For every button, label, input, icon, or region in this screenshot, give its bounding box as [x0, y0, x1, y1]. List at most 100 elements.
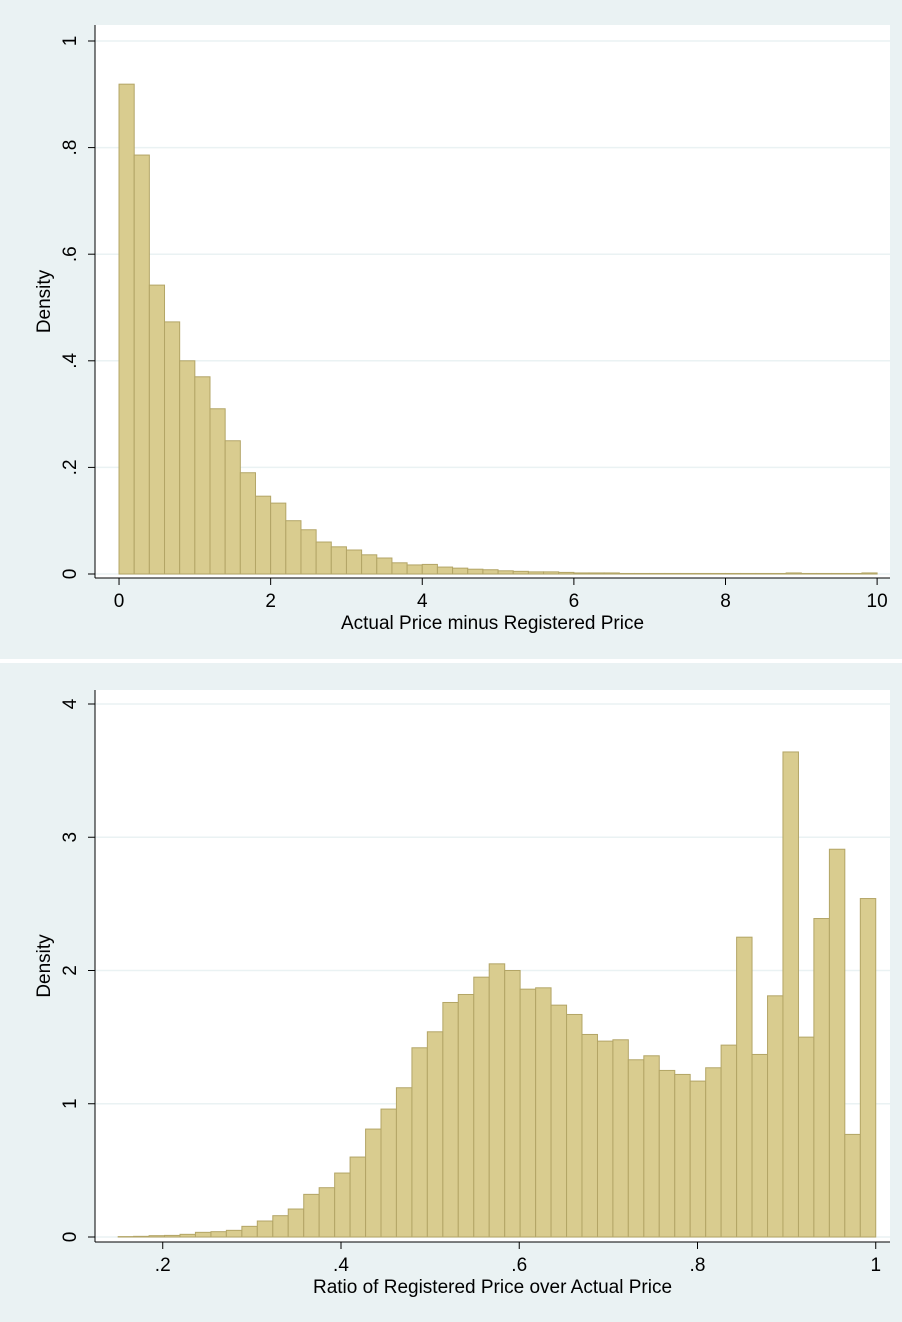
bar	[349, 1156, 367, 1238]
bar	[815, 572, 833, 575]
y-tick-label: 4	[60, 698, 81, 709]
bar	[689, 1080, 707, 1238]
bar	[365, 1128, 382, 1238]
bar	[287, 1208, 305, 1238]
bar	[767, 995, 784, 1238]
bar	[133, 1235, 150, 1238]
bar	[210, 1231, 227, 1238]
y-tick-label: 0	[60, 1232, 81, 1243]
y-axis-title: Density	[34, 934, 55, 998]
bar	[861, 572, 878, 575]
bar	[488, 963, 506, 1238]
x-tick-label: .6	[511, 1255, 527, 1276]
bar	[391, 562, 408, 575]
bar	[300, 529, 317, 575]
x-axis-title: Actual Price minus Registered Price	[341, 613, 644, 634]
bar	[649, 572, 666, 575]
bar	[406, 564, 423, 575]
bar	[467, 568, 484, 575]
y-tick-label: 2	[60, 965, 81, 976]
x-axis-title: Ratio of Registered Price over Actual Pr…	[313, 1277, 672, 1298]
y-tick-label: 3	[60, 832, 81, 843]
bar	[164, 1234, 181, 1238]
bar	[859, 898, 877, 1238]
bar	[634, 572, 651, 575]
bar	[736, 936, 753, 1238]
bar	[770, 572, 787, 575]
bar	[442, 1001, 459, 1238]
bar	[782, 751, 799, 1238]
bar	[164, 321, 181, 575]
bar	[457, 993, 475, 1238]
bar	[643, 1055, 660, 1238]
y-tick-label: .4	[60, 352, 81, 368]
bar	[694, 572, 711, 575]
bar	[452, 567, 469, 575]
bar	[724, 572, 742, 575]
bar	[361, 554, 378, 575]
x-tick-label: 10	[867, 591, 888, 612]
bar	[519, 988, 537, 1238]
x-tick-label: 4	[417, 591, 428, 612]
bar	[179, 1233, 196, 1238]
bar	[504, 969, 521, 1238]
x-tick-label: 8	[720, 591, 731, 612]
bar	[380, 1108, 397, 1238]
bar	[254, 495, 272, 575]
bar	[800, 572, 817, 575]
x-tick-label: 6	[569, 591, 580, 612]
bar	[473, 976, 490, 1238]
bar	[512, 570, 529, 575]
bar	[436, 566, 454, 575]
bar	[272, 1215, 289, 1238]
bar	[224, 440, 241, 575]
y-tick-label: .2	[60, 459, 81, 475]
bar	[679, 572, 696, 575]
bar	[239, 472, 256, 575]
bar	[315, 541, 332, 575]
bar	[797, 1036, 815, 1238]
bar	[411, 1047, 428, 1238]
bar	[535, 987, 552, 1238]
bar	[426, 1031, 444, 1238]
bar	[573, 572, 590, 575]
bar	[133, 154, 150, 575]
bar	[225, 1229, 243, 1238]
bar	[209, 408, 226, 575]
y-tick-label: .6	[60, 246, 81, 262]
bar	[118, 83, 135, 575]
bar	[596, 1040, 614, 1238]
x-tick-label: .8	[690, 1255, 706, 1276]
bar	[527, 571, 545, 575]
bar	[285, 520, 302, 575]
y-tick-label: .8	[60, 140, 81, 156]
bar	[318, 1187, 336, 1238]
bar	[179, 360, 196, 575]
bar	[751, 1053, 769, 1238]
bar	[785, 572, 802, 575]
x-tick-label: .2	[155, 1255, 171, 1276]
bar	[709, 572, 726, 575]
bar	[303, 1193, 320, 1238]
bar	[421, 563, 438, 575]
bar	[558, 571, 575, 575]
y-tick-label: 0	[60, 569, 81, 580]
bar	[581, 1033, 598, 1238]
bar	[674, 1073, 691, 1238]
bar	[376, 557, 393, 575]
bar	[664, 572, 681, 575]
bar	[148, 284, 166, 575]
bar	[828, 848, 846, 1238]
bar	[813, 918, 830, 1238]
bar	[330, 546, 347, 575]
y-tick-label: 1	[60, 1098, 81, 1109]
bar	[566, 1013, 583, 1238]
bar	[740, 572, 757, 575]
bar	[720, 1044, 738, 1238]
bar	[194, 376, 211, 575]
x-tick-label: .4	[333, 1255, 349, 1276]
bar	[334, 1172, 351, 1238]
x-tick-label: 1	[870, 1255, 881, 1276]
bar	[846, 572, 863, 575]
